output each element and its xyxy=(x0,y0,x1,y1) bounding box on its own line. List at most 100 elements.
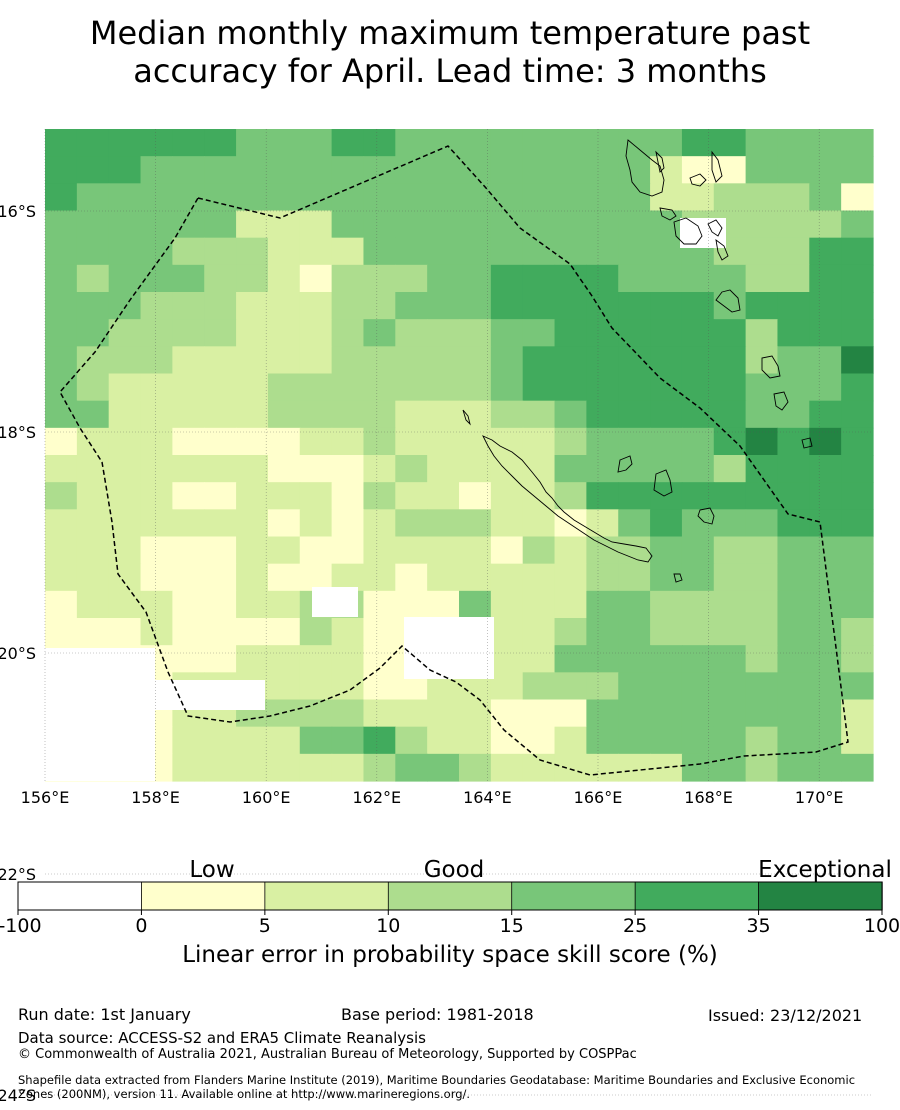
grid-cell xyxy=(554,455,587,483)
grid-cell xyxy=(204,319,237,347)
grid-cell xyxy=(331,536,365,565)
grid-cell xyxy=(459,129,492,157)
grid-cell xyxy=(172,183,205,212)
grid-cell xyxy=(490,482,524,510)
grid-cell xyxy=(809,482,842,510)
grid-cell xyxy=(777,563,810,592)
grid-cell xyxy=(522,292,556,320)
grid-cell xyxy=(554,482,587,510)
grid-cell xyxy=(618,726,651,755)
latitude-labels: 16°S 18°S 20°S 22°S 24°S xyxy=(0,202,36,1105)
grid-cell xyxy=(459,183,492,212)
grid-cell xyxy=(299,672,333,701)
colorbar-tick-label: 0 xyxy=(135,915,147,937)
grid-cell xyxy=(236,563,269,592)
grid-cell xyxy=(745,292,779,320)
grid-cell xyxy=(841,645,874,673)
grid-cell xyxy=(490,618,524,646)
grid-cell xyxy=(681,455,715,483)
grid-cell xyxy=(841,753,874,782)
grid-cell xyxy=(841,292,874,320)
grid-cell xyxy=(459,237,492,266)
grid-cell xyxy=(650,455,683,483)
grid-cell xyxy=(650,645,683,673)
grid-cell xyxy=(331,753,365,782)
grid-cell xyxy=(522,319,556,347)
category-low: Low xyxy=(189,857,234,883)
grid-cell xyxy=(204,563,237,592)
grid-cell xyxy=(363,319,396,347)
grid-cell xyxy=(618,509,651,538)
grid-cell xyxy=(267,618,301,646)
grid-cell xyxy=(267,482,301,510)
grid-cell xyxy=(650,346,683,375)
grid-cell xyxy=(650,264,683,293)
grid-cell xyxy=(745,509,779,538)
grid-cell xyxy=(108,618,142,646)
grid-cell xyxy=(745,563,779,592)
grid-cell xyxy=(331,210,365,239)
grid-cell xyxy=(554,726,587,755)
grid-cell xyxy=(267,726,301,755)
grid-cell xyxy=(809,129,842,157)
grid-cell xyxy=(586,563,619,592)
grid-cell xyxy=(363,726,396,755)
grid-cell xyxy=(745,183,779,212)
grid-cell xyxy=(395,427,428,456)
grid-cell xyxy=(650,482,683,510)
grid-cell xyxy=(809,292,842,320)
grid-cell xyxy=(841,427,874,456)
grid-cell xyxy=(490,563,524,592)
colorbar-tick-label: 5 xyxy=(259,915,271,937)
grid-cell xyxy=(618,536,651,565)
grid-cell xyxy=(841,237,874,266)
grid-cell xyxy=(427,455,460,483)
grid-cell xyxy=(554,645,587,673)
grid-cell xyxy=(459,346,492,375)
grid-cell xyxy=(809,156,842,184)
grid-cell xyxy=(299,618,333,646)
grid-cell xyxy=(299,319,333,347)
grid-cell xyxy=(363,183,396,212)
grid-cell xyxy=(459,753,492,782)
grid-cell xyxy=(777,237,810,266)
grid-cell xyxy=(204,237,237,266)
grid-cell xyxy=(108,183,142,212)
grid-cell xyxy=(650,672,683,701)
grid-cell xyxy=(140,237,173,266)
grid-cell xyxy=(522,509,556,538)
grid-cell xyxy=(76,156,110,184)
grid-cell xyxy=(809,237,842,266)
grid-cell xyxy=(172,645,205,673)
grid-cell xyxy=(204,373,237,402)
grid-cell xyxy=(236,400,269,429)
grid-cell xyxy=(459,590,492,619)
grid-cell xyxy=(777,699,810,728)
grid-cell xyxy=(172,536,205,565)
grid-cell xyxy=(841,210,874,239)
grid-cell xyxy=(108,427,142,456)
grid-cell xyxy=(713,183,747,212)
grid-cell xyxy=(522,455,556,483)
grid-cell xyxy=(618,455,651,483)
colorbar-tick-label: -100 xyxy=(0,915,42,937)
grid-cell xyxy=(267,590,301,619)
grid-cell xyxy=(809,618,842,646)
grid-cell xyxy=(299,509,333,538)
grid-cell xyxy=(331,563,365,592)
grid-cell xyxy=(331,156,365,184)
grid-cell xyxy=(108,536,142,565)
grid-cell xyxy=(204,156,237,184)
grid-cell xyxy=(490,373,524,402)
grid-cell xyxy=(490,129,524,157)
grid-cell xyxy=(267,292,301,320)
latitude-label: 24°S xyxy=(0,1086,36,1105)
grid-cell xyxy=(681,618,715,646)
colorbar-tick-label: 15 xyxy=(500,915,524,937)
colorbar-tick-label: 35 xyxy=(746,915,770,937)
grid-cell xyxy=(586,618,619,646)
grid-cell xyxy=(522,427,556,456)
colorbar-bin xyxy=(264,881,389,911)
grid-cell xyxy=(681,645,715,673)
grid-cell xyxy=(554,672,587,701)
